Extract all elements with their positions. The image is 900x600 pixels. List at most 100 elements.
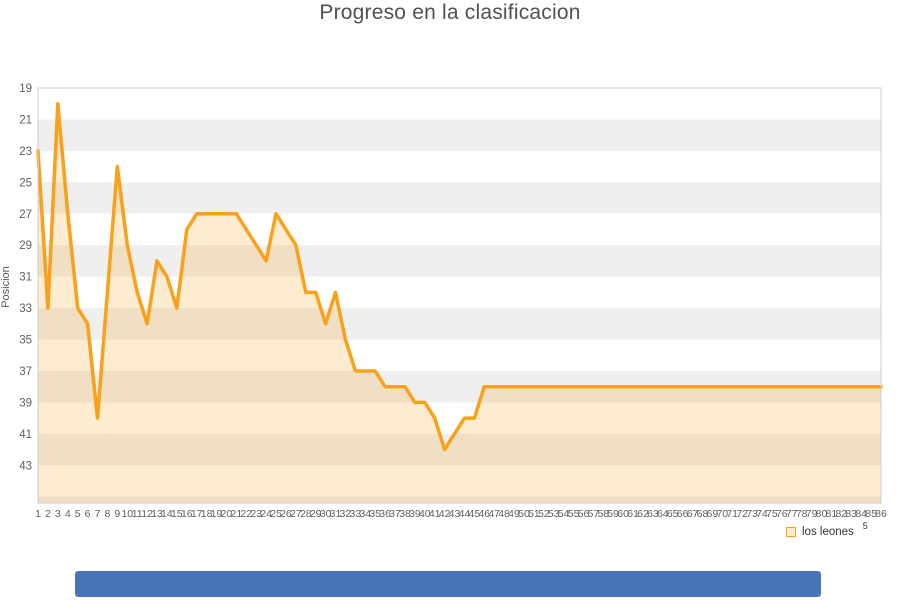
legend-swatch-icon [786, 527, 796, 537]
x-tick-label: 67 [687, 508, 699, 520]
x-tick-label: 50 [518, 508, 530, 520]
x-tick-label: 37 [389, 508, 401, 520]
x-tick-label: 65 [667, 508, 679, 520]
horizontal-scrollbar[interactable] [75, 571, 821, 597]
x-tick-label: 70 [716, 508, 728, 520]
x-tick-label: 60 [617, 508, 629, 520]
y-tick-label: 35 [19, 335, 32, 347]
x-tick-label: 35 [369, 508, 381, 520]
x-tick-label: 79 [806, 508, 818, 520]
x-tick-label: 28 [300, 508, 312, 520]
y-tick-label: 31 [19, 272, 32, 284]
x-tick-label: 32 [340, 508, 352, 520]
x-tick-label: 6 [85, 508, 91, 520]
x-tick-label: 3 [55, 508, 61, 520]
x-tick-label: 9 [114, 508, 120, 520]
x-tick-label: 27 [290, 508, 302, 520]
x-tick-label: 24 [260, 508, 272, 520]
x-tick-label: 38 [399, 508, 411, 520]
x-tick-label: 20 [221, 508, 233, 520]
series-line [36, 101, 883, 452]
grid-band [38, 465, 881, 497]
x-tick-label: 51 [528, 508, 540, 520]
x-tick-label: 55 [568, 508, 580, 520]
legend[interactable]: los leones 5 [786, 521, 868, 538]
x-tick-label: 71 [726, 508, 738, 520]
y-tick-label: 19 [19, 83, 32, 95]
x-tick-label: 7 [95, 508, 101, 520]
y-tick-label: 21 [19, 114, 32, 126]
legend-superscript: 5 [862, 521, 868, 531]
grid-band [38, 213, 881, 246]
x-tick-label: 4 [65, 508, 71, 520]
x-tick-label: 43 [449, 508, 461, 520]
x-tick-label: 62 [637, 508, 649, 520]
x-tick-label: 18 [201, 508, 213, 520]
y-tick-label: 37 [19, 366, 32, 378]
x-tick-label: 19 [211, 508, 223, 520]
x-tick-label: 17 [191, 508, 203, 520]
x-tick-label: 21 [231, 508, 243, 520]
x-tick-label: 30 [320, 508, 332, 520]
y-tick-label: 39 [19, 397, 32, 409]
x-tick-label: 49 [508, 508, 520, 520]
x-tick-label: 16 [181, 508, 193, 520]
x-tick-label: 26 [280, 508, 292, 520]
x-tick-label: 31 [330, 508, 342, 520]
y-tick-label: 43 [19, 460, 32, 472]
x-tick-label: 48 [498, 508, 510, 520]
x-tick-label: 58 [597, 508, 609, 520]
x-tick-label: 46 [478, 508, 490, 520]
x-tick-label: 72 [736, 508, 748, 520]
y-tick-label: 33 [19, 303, 32, 315]
x-tick-label: 41 [429, 508, 441, 520]
plot-border [37, 87, 882, 504]
x-tick-label: 69 [707, 508, 719, 520]
grid-band [38, 182, 881, 214]
x-tick-label: 8 [104, 508, 110, 520]
x-tick-label: 61 [627, 508, 639, 520]
x-tick-label: 53 [548, 508, 560, 520]
y-tick-label: 41 [19, 429, 32, 441]
x-tick-label: 14 [161, 508, 173, 520]
x-tick-label: 1 [35, 508, 41, 520]
grid-band [38, 433, 881, 466]
y-tick-label: 25 [19, 177, 32, 189]
grid-band [38, 496, 881, 503]
x-tick-label: 86 [875, 508, 887, 520]
x-tick-label: 44 [459, 508, 471, 520]
x-tick-label: 66 [677, 508, 689, 520]
x-tick-label: 74 [756, 508, 768, 520]
x-tick-label: 59 [607, 508, 619, 520]
x-tick-label: 45 [469, 508, 481, 520]
x-tick-label: 23 [250, 508, 262, 520]
x-tick-label: 40 [419, 508, 431, 520]
x-tick-label: 76 [776, 508, 788, 520]
grid-band [38, 245, 881, 277]
x-tick-label: 33 [350, 508, 362, 520]
x-tick-label: 83 [845, 508, 857, 520]
x-tick-label: 15 [171, 508, 183, 520]
grid-band [38, 339, 881, 371]
grid-band [38, 88, 881, 120]
x-tick-label: 10 [121, 508, 133, 520]
x-tick-label: 36 [379, 508, 391, 520]
x-tick-label: 5 [75, 508, 81, 520]
x-tick-label: 68 [697, 508, 709, 520]
series-area [38, 103, 881, 503]
x-tick-label: 2 [45, 508, 51, 520]
grid-band [38, 119, 881, 151]
x-tick-label: 77 [786, 508, 798, 520]
x-tick-label: 56 [578, 508, 590, 520]
x-tick-label: 47 [488, 508, 500, 520]
grid-band [38, 308, 881, 340]
x-tick-label: 73 [746, 508, 758, 520]
y-tick-label: 27 [19, 209, 32, 221]
grid-band [38, 150, 881, 183]
x-tick-label: 57 [588, 508, 600, 520]
y-tick-label: 29 [19, 240, 32, 252]
x-tick-label: 75 [766, 508, 778, 520]
x-tick-label: 12 [141, 508, 153, 520]
